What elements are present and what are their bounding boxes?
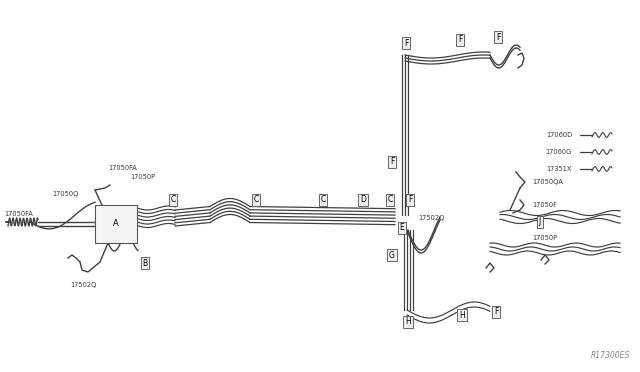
Text: H: H xyxy=(405,317,411,327)
Text: 17050QA: 17050QA xyxy=(532,179,563,185)
Text: C: C xyxy=(387,196,392,205)
Text: 17502Q: 17502Q xyxy=(418,215,444,221)
Text: 17050FA: 17050FA xyxy=(108,165,137,171)
Text: 17050Q: 17050Q xyxy=(52,191,78,197)
Text: F: F xyxy=(496,32,500,42)
Text: F: F xyxy=(408,196,412,205)
Text: G: G xyxy=(389,250,395,260)
Bar xyxy=(95,205,137,243)
Text: B: B xyxy=(143,259,148,267)
Text: 17050P: 17050P xyxy=(532,235,557,241)
Text: 17050P: 17050P xyxy=(130,174,155,180)
Text: A: A xyxy=(113,219,119,228)
Text: D: D xyxy=(360,196,366,205)
Text: F: F xyxy=(390,157,394,167)
Text: F: F xyxy=(404,38,408,48)
Text: C: C xyxy=(170,196,175,205)
Text: 17502Q: 17502Q xyxy=(70,282,97,288)
Text: 17060D: 17060D xyxy=(546,132,572,138)
Text: R17300ES: R17300ES xyxy=(591,351,630,360)
Text: H: H xyxy=(459,311,465,320)
Text: F: F xyxy=(458,35,462,45)
Text: C: C xyxy=(321,196,326,205)
Text: 17060G: 17060G xyxy=(546,149,572,155)
Text: 17050F: 17050F xyxy=(532,202,557,208)
Text: C: C xyxy=(253,196,259,205)
Text: E: E xyxy=(399,224,404,232)
Text: J: J xyxy=(539,218,541,227)
Text: 17351X: 17351X xyxy=(547,166,572,172)
Text: 17050FA: 17050FA xyxy=(4,211,33,217)
Text: F: F xyxy=(494,308,498,317)
